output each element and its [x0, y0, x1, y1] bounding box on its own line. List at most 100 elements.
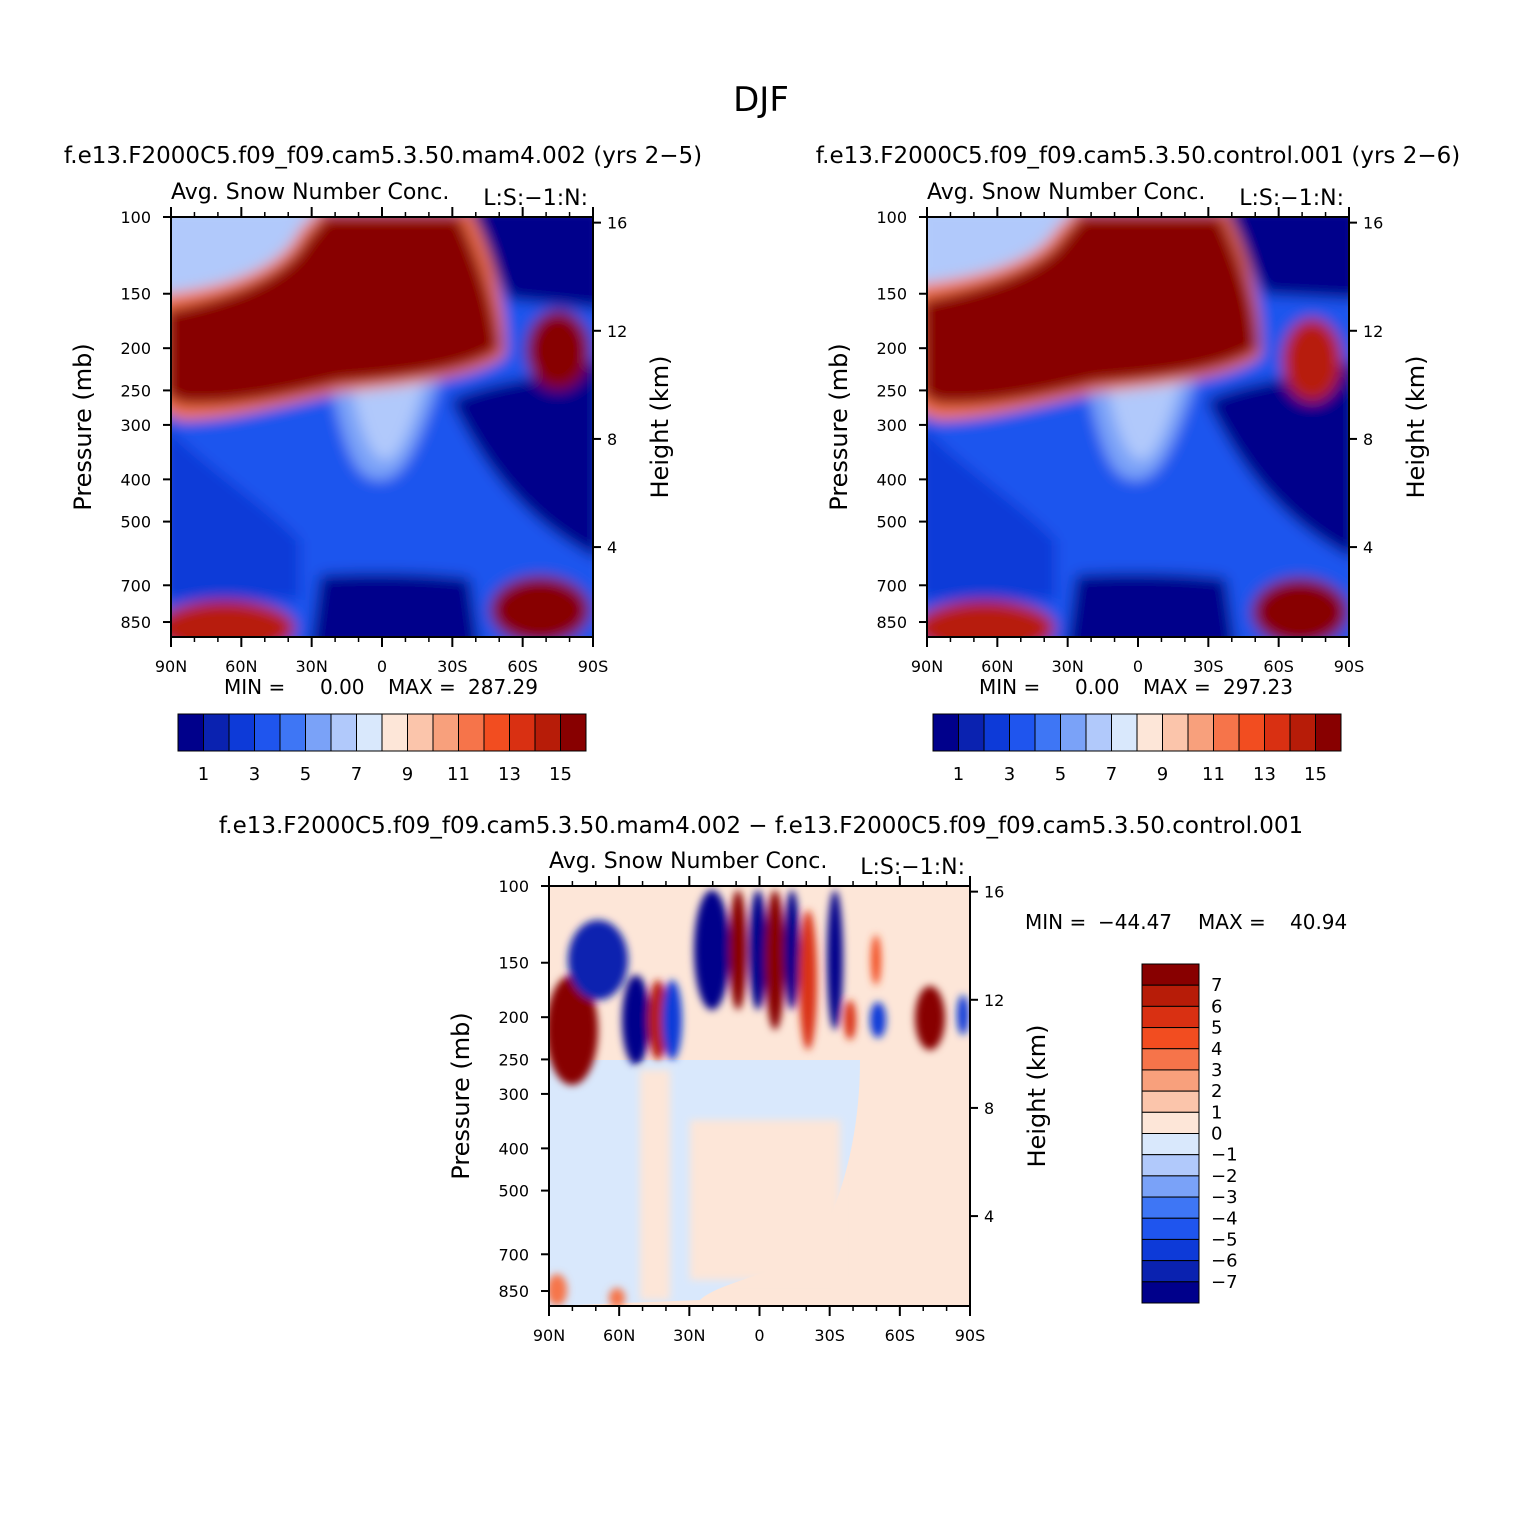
y-tick-label: 250 [498, 1050, 529, 1069]
colorbar-label: −1 [1211, 1145, 1238, 1166]
colorbar-cell [534, 713, 561, 752]
y-tick-label: 850 [498, 1282, 529, 1301]
colorbar-cell [1060, 713, 1087, 752]
panel-a-bottom-right-red [490, 576, 590, 637]
colorbar-cell [1187, 713, 1214, 752]
y-tick-label: 150 [120, 285, 151, 304]
colorbar-label: 13 [498, 764, 521, 785]
panel-b-colorbar: 1 3 5 7 9 11 13 15 [932, 713, 1342, 785]
colorbar-label: 11 [1202, 764, 1225, 785]
colorbar-cell [1141, 1005, 1200, 1029]
panel-c-blue-5 [749, 890, 767, 1010]
colorbar-cell [1141, 1027, 1200, 1050]
colorbar-cell [177, 713, 204, 752]
panel-c-blue-6 [784, 890, 800, 1010]
colorbar-label: 3 [249, 764, 260, 785]
y-tick-label: 500 [876, 513, 907, 532]
colorbar-cell [1136, 713, 1163, 752]
panel-a-max-value: 287.29 [468, 675, 538, 699]
colorbar-label: 3 [1211, 1060, 1222, 1081]
panel-c-min-label: MIN = [1025, 910, 1086, 934]
panel-a-max-label: MAX = [388, 675, 456, 699]
y-right-tick-label: 4 [984, 1207, 994, 1226]
colorbar-cell [983, 713, 1010, 752]
panel-a-colorbar: 1 3 5 7 9 11 13 15 [177, 713, 587, 785]
panel-c-stats: MIN = −44.47 MAX = 40.94 [1025, 910, 1347, 934]
panel-c-title: f.e13.F2000C5.f09_f09.cam5.3.50.mam4.002… [219, 813, 1303, 839]
colorbar-cell [1238, 713, 1265, 752]
panel-c-blue-7 [827, 890, 843, 1030]
y-tick-label: 150 [876, 285, 907, 304]
panel-b-max-label: MAX = [1143, 675, 1211, 699]
panel-c-red-4 [765, 890, 785, 1030]
variable-label: Avg. Snow Number Conc. [171, 180, 449, 205]
panel-b-topright-dark [1229, 217, 1349, 300]
y-right-tick-label: 12 [607, 322, 627, 341]
y-axis-title: Pressure (mb) [69, 343, 97, 510]
y-tick-label: 150 [498, 954, 529, 973]
y-tick-label: 100 [876, 208, 907, 227]
x-tick-label: 0 [377, 657, 387, 676]
colorbar-label: 3 [1004, 764, 1015, 785]
panel-a-stats: MIN = 0.00 MAX = 287.29 [224, 675, 538, 699]
colorbar-cell [932, 713, 959, 752]
x-tick-label: 90N [155, 657, 187, 676]
y-tick-label: 300 [498, 1085, 529, 1104]
colorbar-cell [1141, 1281, 1200, 1304]
panel-c-blue-4 [694, 890, 730, 1010]
colorbar-label: −4 [1211, 1208, 1238, 1229]
colorbar-label: 1 [953, 764, 964, 785]
colorbar-label: 15 [549, 764, 572, 785]
colorbar-cell [1111, 713, 1138, 752]
colorbar-cell [203, 713, 230, 752]
colorbar-label: 1 [1211, 1102, 1222, 1123]
colorbar-cell [1141, 1111, 1200, 1134]
panel-a-topright-dark [473, 217, 593, 309]
y-right-tick-label: 4 [607, 538, 617, 557]
colorbar-cell [330, 713, 357, 752]
colorbar-label: 15 [1304, 764, 1327, 785]
colorbar-label: 7 [1106, 764, 1117, 785]
x-tick-label: 30S [814, 1326, 845, 1345]
panel-a-title: f.e13.F2000C5.f09_f09.cam5.3.50.mam4.002… [64, 143, 702, 169]
y-tick-label: 250 [120, 381, 151, 400]
y-right-tick-label: 16 [1363, 214, 1383, 233]
x-tick-label: 90S [955, 1326, 986, 1345]
colorbar-cell [1315, 713, 1342, 752]
x-tick-label: 90S [578, 657, 609, 676]
colorbar-label: −5 [1211, 1229, 1238, 1250]
x-tick-label: 60N [225, 657, 257, 676]
y-right-tick-label: 16 [984, 883, 1004, 902]
colorbar-label: 7 [351, 764, 362, 785]
panel-c-red-8 [915, 986, 945, 1050]
panel-a-low-dark-region [311, 573, 479, 637]
panel-b-min-value: 0.00 [1075, 675, 1120, 699]
units-label: L:S:−1:N: [483, 186, 588, 211]
y-tick-label: 500 [498, 1182, 529, 1201]
panel-a-topleft-light [171, 217, 317, 298]
colorbar-cell [1141, 1238, 1200, 1262]
panel-c-axes: 100 150 200 250 300 400 500 700 850 16 12 8 4 90N 60N 3… [447, 849, 1051, 1345]
colorbar-label: 13 [1253, 764, 1276, 785]
colorbar-label: 5 [1055, 764, 1066, 785]
y-tick-label: 100 [120, 208, 151, 227]
colorbar-label: 1 [198, 764, 209, 785]
panel-b-bottom-left-red [927, 600, 1055, 637]
panel-b-max-value: 297.23 [1223, 675, 1293, 699]
panel-a-left-dark-region [171, 430, 300, 600]
x-tick-label: 30N [296, 657, 328, 676]
colorbar-label: 0 [1211, 1124, 1222, 1145]
colorbar-cell [560, 713, 587, 752]
panel-c-red-3 [729, 890, 747, 1010]
y-tick-label: 700 [498, 1245, 529, 1264]
variable-label: Avg. Snow Number Conc. [927, 180, 1205, 205]
panel-c-blue-1 [568, 920, 628, 1000]
y-right-tick-label: 8 [607, 430, 617, 449]
x-tick-label: 90S [1334, 657, 1365, 676]
panel-a-min-value: 0.00 [320, 675, 365, 699]
colorbar-cell [254, 713, 281, 752]
colorbar-cell [1213, 713, 1240, 752]
panel-c-left-red [549, 975, 598, 1085]
x-tick-label: 30N [673, 1326, 705, 1345]
